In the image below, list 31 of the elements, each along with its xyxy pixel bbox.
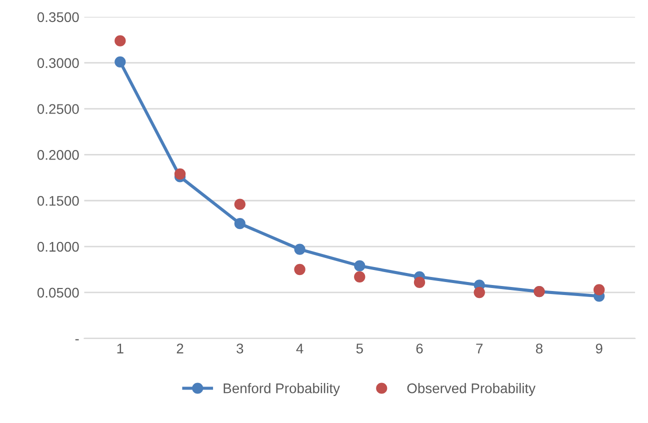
x-tick-label: 5 xyxy=(356,344,363,354)
x-tick-label: 6 xyxy=(416,344,423,354)
x-tick-label: 7 xyxy=(476,344,483,354)
y-tick-label: - xyxy=(75,339,79,340)
point xyxy=(354,271,366,282)
y-tick-label: 0.2500 xyxy=(37,104,79,114)
y-tick-label: 0.3000 xyxy=(37,58,79,68)
point xyxy=(474,286,485,298)
y-tick-label: 0.3500 xyxy=(37,12,79,22)
point xyxy=(174,168,186,180)
x-tick-label: 8 xyxy=(536,344,543,354)
point xyxy=(114,56,126,68)
point xyxy=(114,35,126,46)
point xyxy=(414,276,426,288)
point xyxy=(294,244,306,255)
x-tick-label: 9 xyxy=(596,344,602,354)
y-tick-label: 0.1500 xyxy=(37,196,79,206)
legend-label: Observed Probability xyxy=(407,383,536,396)
x-tick-label: 1 xyxy=(117,344,124,354)
y-tick-label: 0.1000 xyxy=(37,242,79,252)
y-tick-label: 0.0500 xyxy=(37,288,79,298)
point xyxy=(234,198,246,210)
point xyxy=(594,284,605,296)
x-tick-label: 3 xyxy=(236,344,244,354)
y-tick-label: 0.2000 xyxy=(37,150,79,160)
x-tick-label: 4 xyxy=(296,344,304,354)
x-tick-label: 2 xyxy=(176,344,184,354)
legend-label: Benford Probability xyxy=(224,383,340,396)
point xyxy=(234,218,246,230)
point xyxy=(294,264,306,276)
point xyxy=(354,260,366,272)
